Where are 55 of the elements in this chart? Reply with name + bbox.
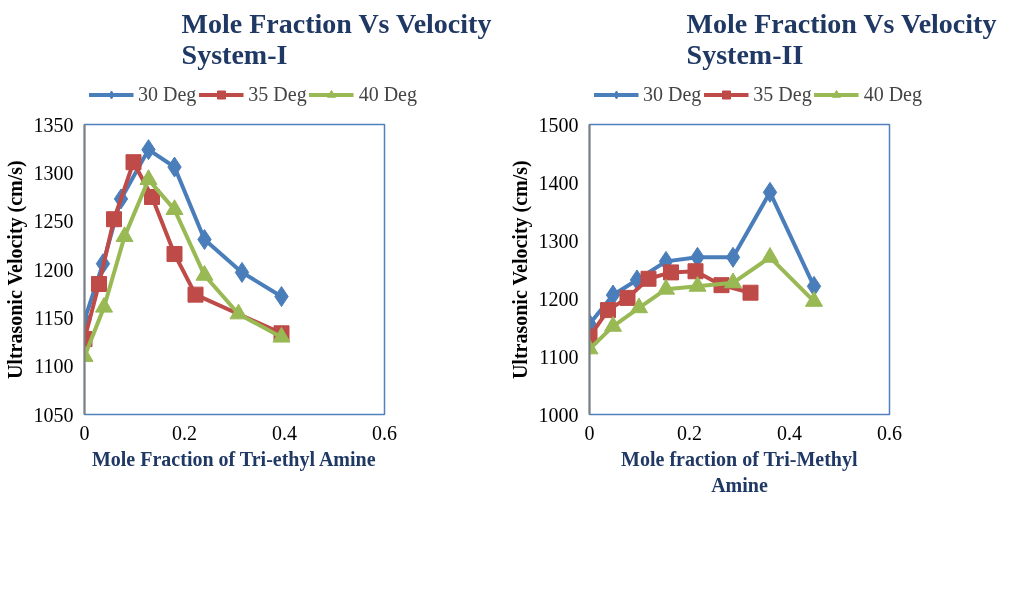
y-tick-label: 1150	[34, 306, 74, 329]
legend-label: 35 Deg	[248, 82, 307, 106]
point	[600, 302, 616, 319]
point	[762, 181, 778, 203]
x-axis-title: Mole fraction of Tri-Methyl Amine	[621, 447, 858, 496]
point	[604, 316, 622, 332]
legend-label: 35 Deg	[753, 82, 812, 106]
x-tick-label: 0	[584, 421, 595, 444]
point	[106, 211, 122, 228]
legend-label: 30 Deg	[643, 82, 702, 106]
point	[663, 264, 679, 281]
y-tick-label: 1100	[34, 355, 74, 378]
x-tick-label: 0.6	[372, 421, 397, 444]
point	[91, 276, 107, 292]
point	[688, 276, 707, 292]
y-tick-label: 1200	[33, 258, 74, 281]
point	[742, 284, 759, 301]
y-tick-label: 1350	[33, 113, 74, 136]
x-tick-label: 0.4	[272, 421, 297, 444]
point	[724, 272, 742, 289]
point	[687, 263, 704, 280]
y-tick-label: 1050	[33, 403, 74, 426]
point	[761, 247, 779, 263]
legend-label: 40 Deg	[358, 82, 417, 106]
chart-title: Mole Fraction Vs Velocity System-I	[181, 7, 492, 70]
x-tick-label: 0	[79, 421, 90, 444]
point	[630, 297, 648, 314]
y-tick-label: 1400	[538, 171, 579, 194]
y-tick-label: 1000	[538, 403, 579, 426]
x-tick-label: 0.2	[677, 421, 702, 444]
point	[725, 246, 741, 268]
point	[806, 275, 822, 297]
x-tick-label: 0.4	[777, 421, 802, 444]
x-tick-label: 0.6	[877, 421, 902, 444]
point	[166, 246, 183, 263]
point	[640, 270, 657, 287]
point	[125, 154, 142, 171]
y-tick-label: 1100	[539, 345, 579, 368]
y-tick-label: 1200	[538, 287, 579, 310]
y-axis-title: Ultrasonic Velocity (cm/s)	[3, 160, 27, 380]
legend-label: 40 Deg	[863, 82, 922, 106]
y-tick-label: 1300	[538, 229, 579, 252]
chart-title: Mole Fraction Vs Velocity System-II	[686, 7, 997, 70]
legend-label: 30 Deg	[138, 82, 197, 106]
y-axis-title: Ultrasonic Velocity (cm/s)	[508, 160, 532, 380]
point	[234, 261, 250, 283]
point	[619, 289, 636, 306]
x-tick-label: 0.2	[172, 421, 197, 444]
y-tick-label: 1300	[33, 161, 74, 184]
point	[187, 286, 204, 303]
y-tick-label: 1250	[33, 210, 74, 233]
point	[805, 291, 823, 307]
point	[657, 278, 675, 295]
x-axis-title: Mole Fraction of Tri-ethyl Amine	[91, 447, 376, 471]
y-tick-label: 1500	[538, 113, 579, 136]
